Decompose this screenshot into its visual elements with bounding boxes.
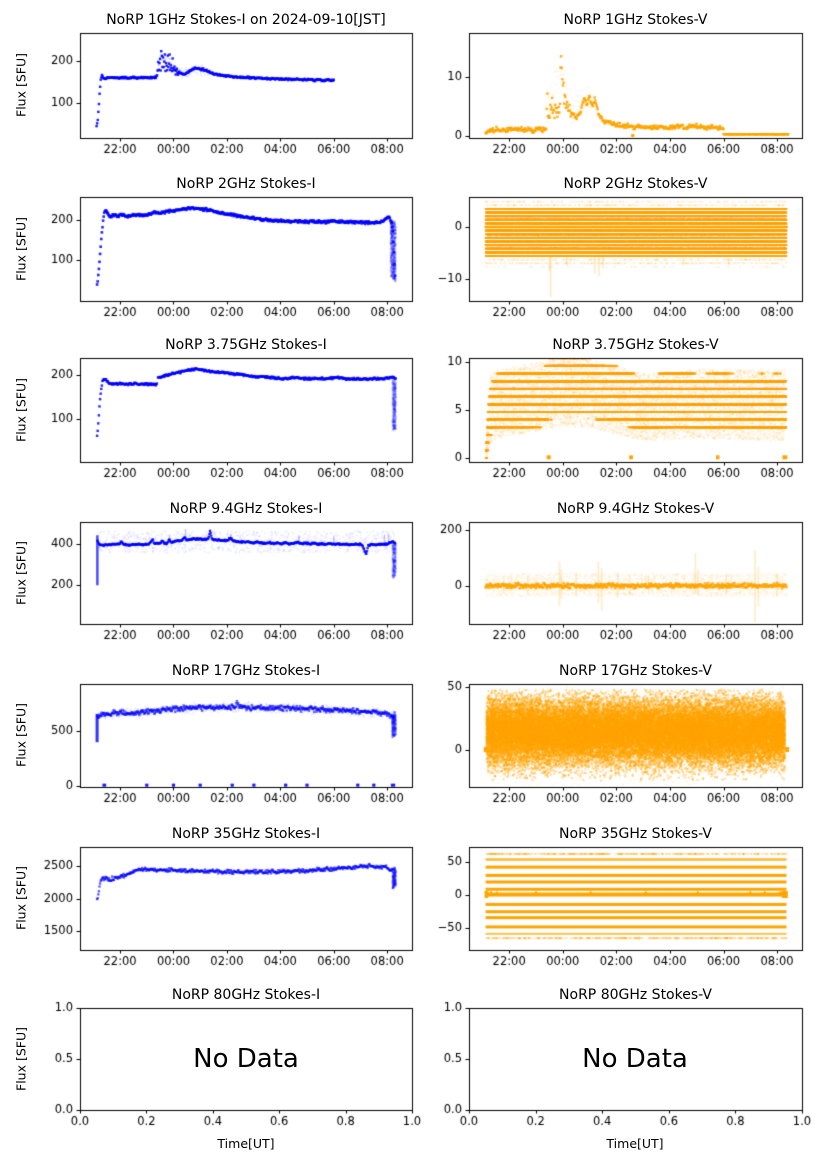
xlabel-time-right: Time[UT] [606, 1136, 664, 1151]
title-3.75ghz-stokes-v: NoRP 3.75GHz Stokes-V [552, 337, 719, 353]
title-17ghz-stokes-i: NoRP 17GHz Stokes-I [171, 663, 321, 679]
ylabel-flux-row7: Flux [SFU] [13, 1027, 29, 1091]
ylabel-flux-row4: Flux [SFU] [13, 541, 29, 605]
title-2ghz-stokes-v: NoRP 2GHz Stokes-V [563, 176, 708, 192]
ylabel-flux-row6: Flux [SFU] [13, 866, 29, 930]
title-80ghz-stokes-i: NoRP 80GHz Stokes-I [171, 987, 321, 1003]
ylabel-flux-row5: Flux [SFU] [13, 703, 29, 767]
ylabel-flux-row2: Flux [SFU] [13, 217, 29, 281]
title-35ghz-stokes-v: NoRP 35GHz Stokes-V [559, 826, 712, 842]
title-9.4ghz-stokes-v: NoRP 9.4GHz Stokes-V [556, 501, 715, 517]
title-35ghz-stokes-i: NoRP 35GHz Stokes-I [171, 826, 321, 842]
title-2ghz-stokes-i: NoRP 2GHz Stokes-I [176, 176, 316, 192]
title-1ghz-stokes-v: NoRP 1GHz Stokes-V [563, 12, 708, 28]
ylabel-flux-row1: Flux [SFU] [13, 53, 29, 117]
no-data-label-80ghz-i: No Data [193, 1044, 299, 1074]
no-data-label-80ghz-v: No Data [582, 1044, 688, 1074]
title-1ghz-stokes-i: NoRP 1GHz Stokes-I on 2024-09-10[JST] [106, 12, 386, 28]
title-9.4ghz-stokes-i: NoRP 9.4GHz Stokes-I [169, 501, 323, 517]
xlabel-time-left: Time[UT] [217, 1136, 275, 1151]
title-17ghz-stokes-v: NoRP 17GHz Stokes-V [559, 663, 712, 679]
ylabel-flux-row3: Flux [SFU] [13, 378, 29, 442]
title-80ghz-stokes-v: NoRP 80GHz Stokes-V [559, 987, 712, 1003]
title-3.75ghz-stokes-i: NoRP 3.75GHz Stokes-I [165, 337, 327, 353]
